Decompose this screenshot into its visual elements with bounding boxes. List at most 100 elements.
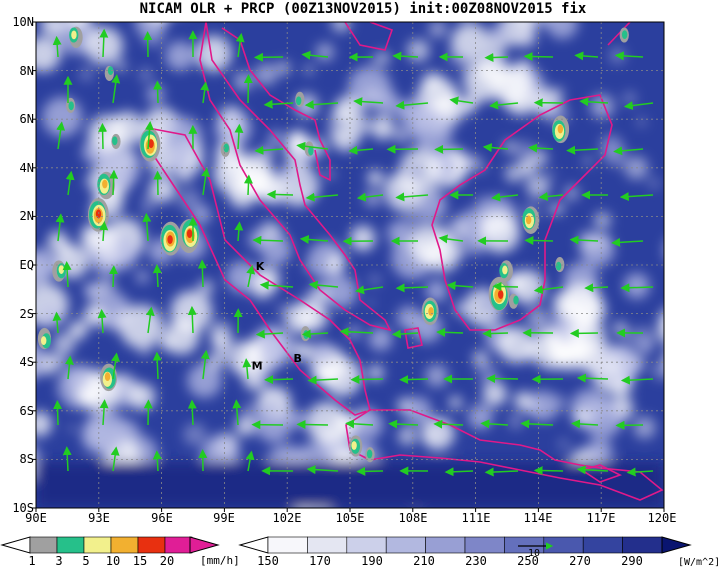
cloud-patch [163,319,200,355]
wind-vector [307,375,339,385]
cloud-patch [424,430,434,441]
malay-peninsula-coast [199,22,392,332]
cloud-patch [578,231,599,252]
cloud-patch [66,22,90,30]
wind-vector [444,467,474,477]
wind-vector [201,167,211,196]
wind-vector [242,358,252,380]
precip-cell [365,447,375,463]
lat-tick-label: 2S [19,307,34,321]
cloud-patch [623,329,636,343]
cloud-patch [313,363,336,386]
olr-colorbar-right-arrow [661,536,692,554]
cloud-patch [521,98,529,106]
cloud-patch [198,279,214,296]
cloud-patch [387,190,399,203]
precip-colorbar-right-arrow [189,536,220,554]
wind-vector [99,28,109,58]
wind-vector [345,419,374,429]
precip-colorbar-label: 5 [82,554,90,568]
wind-vector [259,280,294,290]
wind-vector [520,419,554,429]
wind-vector [626,467,654,477]
olr-colorbar-swatch [385,536,426,554]
cloud-patch [648,177,660,189]
wind-vector [308,280,339,290]
wind-vector [64,355,74,380]
wind-vector [254,145,284,155]
precip-colorbar-label: 1 [28,554,36,568]
precip-cell [349,435,363,457]
wind-vector [306,465,339,475]
cloud-patch [261,398,282,419]
cloud-patch [86,287,101,301]
cloud-patch [583,157,592,166]
wind-vector [111,352,120,380]
lon-tick-label: 99E [213,511,235,525]
precip-colorbar-swatch [56,536,85,554]
belitung-coast [404,327,423,349]
olr-colorbar-label: 250 [517,554,539,568]
cloud-patch [42,96,83,137]
wind-vector [109,169,119,196]
cloud-patch [632,326,656,350]
cloud-patch [228,364,238,373]
olr-colorbar-swatch [582,536,623,554]
olr-colorbar-left-arrow [238,536,269,554]
wind-vector [566,145,599,155]
wind-vector [234,221,244,242]
precip-cell [37,327,52,350]
olr-colorbar-label: 190 [361,554,383,568]
precip-cell [421,297,439,326]
wind-vector [433,419,464,429]
cloud-patch [598,235,609,246]
wind-vector [438,234,464,244]
lon-tick-label: 108E [398,511,428,525]
cloud-patch [326,255,344,273]
cloud-patch [233,71,253,91]
wind-vector [301,329,329,339]
cloud-patch [209,322,232,344]
cloud-patch [306,401,348,444]
precip-colorbar-label: 20 [159,554,175,568]
olr-colorbar-swatch [425,536,466,554]
cloud-patch [569,319,606,356]
wind-vector [480,419,509,429]
cloud-patch [420,127,437,144]
cloud-patch [36,447,40,462]
cloud-patch [276,61,291,75]
lon-tick-label: 120E [647,511,677,525]
lon-tick-label: 105E [335,511,365,525]
cloud-patch [425,364,448,387]
precip-cell [69,26,83,48]
cloud-patch [368,327,393,351]
precip-cell [100,363,118,392]
cloud-patch [252,171,284,203]
wind-vector [62,446,72,472]
wind-vector [263,99,294,109]
wind-vector [484,467,519,477]
cloud-patch [426,184,438,195]
wind-vector [98,122,108,150]
wind-vector [614,51,644,61]
borneo-coast [431,94,613,331]
chart-title: NICAM OLR + PRCP (00Z13NOV2015) init:00Z… [139,1,587,17]
precip-cell [220,141,230,157]
olr-colorbar-unit: [W/m^2] [678,557,721,568]
cloud-patch [136,270,149,284]
wind-vector [97,308,107,334]
olr-colorbar-swatch [622,536,663,554]
olr-colorbar [238,536,692,554]
wind-vector [584,283,609,293]
wind-vector [232,399,242,426]
precip-cell [52,260,67,282]
wind-vector [252,235,284,245]
cloud-patch [595,342,617,364]
wind-vector [305,192,339,202]
wind-vector [489,100,519,110]
precip-cell [619,27,629,43]
cloud-patch [507,413,524,430]
precip-cell [87,197,109,232]
cloud-patch [280,163,300,183]
place-label: M [252,359,263,372]
